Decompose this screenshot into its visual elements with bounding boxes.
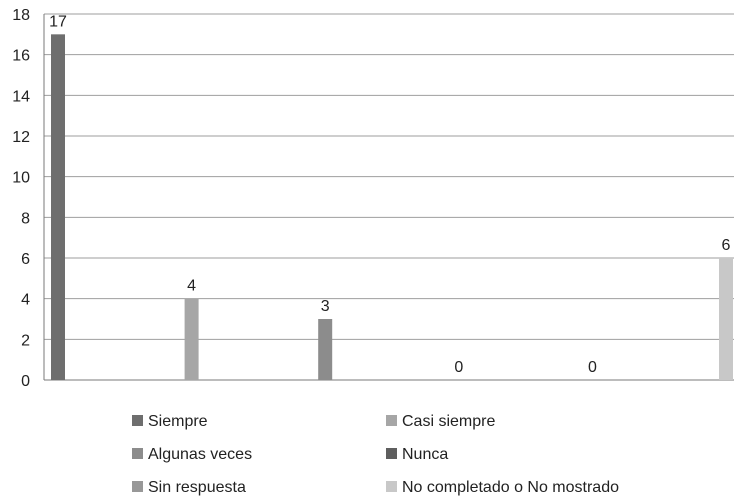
bar-5 (719, 258, 733, 380)
y-tick-label: 12 (12, 129, 30, 146)
data-label: 3 (321, 298, 330, 315)
legend-label: Nunca (402, 446, 448, 463)
bar-2 (318, 319, 333, 380)
legend-swatch (132, 448, 143, 459)
legend-swatch (132, 415, 143, 426)
legend-label: Sin respuesta (148, 479, 246, 496)
legend-label: No completado o No mostrado (402, 479, 619, 496)
grid-lines (44, 13, 734, 340)
data-label: 0 (588, 359, 597, 376)
data-labels: 17 4 3 0 0 6 (49, 13, 730, 376)
legend-label: Siempre (148, 413, 208, 430)
y-tick-label: 18 (12, 7, 30, 24)
legend: Siempre Casi siempre Algunas veces Nunca Sin… (132, 413, 619, 496)
y-tick-label: 10 (12, 170, 30, 187)
legend-label: Casi siempre (402, 413, 495, 430)
data-label: 0 (454, 359, 463, 376)
data-label: 4 (187, 278, 196, 295)
bar-0 (51, 34, 65, 380)
y-axis-ticks: 0 2 4 6 8 10 12 14 16 18 (12, 7, 30, 390)
legend-swatch (132, 481, 143, 492)
data-label: 17 (49, 13, 67, 30)
data-label: 6 (722, 237, 731, 254)
y-tick-label: 14 (12, 88, 30, 105)
bars (51, 34, 733, 380)
y-tick-label: 6 (21, 251, 30, 268)
axes (43, 14, 734, 381)
legend-label: Algunas veces (148, 446, 252, 463)
legend-swatch (386, 415, 397, 426)
y-tick-label: 0 (21, 373, 30, 390)
bar-1 (184, 298, 199, 380)
y-tick-label: 4 (21, 292, 30, 309)
y-tick-label: 2 (21, 332, 30, 349)
y-tick-label: 16 (12, 48, 30, 65)
y-tick-label: 8 (21, 210, 30, 227)
legend-swatch (386, 481, 397, 492)
legend-swatch (386, 448, 397, 459)
